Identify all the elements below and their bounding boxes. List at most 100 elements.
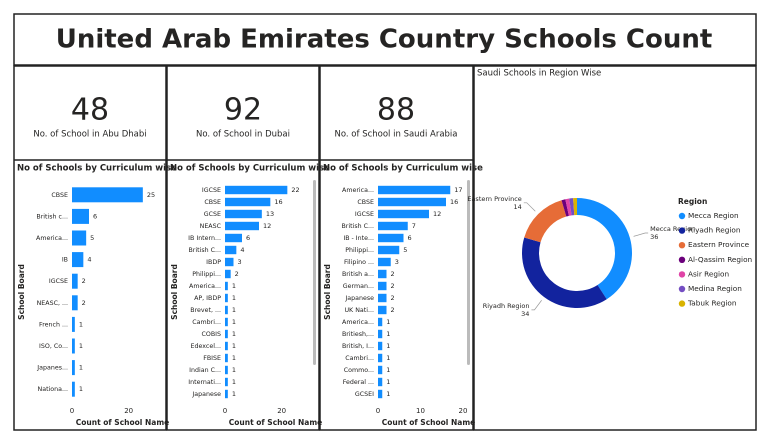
category-label: German... bbox=[343, 283, 374, 290]
category-label: GCSE bbox=[204, 211, 221, 218]
scrollbar[interactable] bbox=[313, 180, 316, 365]
bar bbox=[72, 273, 78, 289]
data-label: 2 bbox=[391, 270, 395, 278]
legend-swatch bbox=[678, 242, 686, 249]
bar bbox=[378, 305, 387, 315]
data-label: 22 bbox=[291, 186, 299, 194]
data-label: 1 bbox=[232, 294, 236, 302]
legend-swatch bbox=[678, 227, 686, 234]
leader-line bbox=[531, 300, 542, 311]
category-label: Britiesh,... bbox=[342, 331, 374, 338]
bar bbox=[225, 341, 228, 351]
data-label: 2 bbox=[235, 270, 239, 278]
data-label: 2 bbox=[391, 282, 395, 290]
data-label: 1 bbox=[232, 342, 236, 350]
category-label: Japanese bbox=[191, 391, 221, 398]
category-label: America... bbox=[342, 187, 374, 194]
data-label: 1 bbox=[79, 342, 83, 350]
data-label: 7 bbox=[412, 222, 416, 230]
kpi-value: 92 bbox=[224, 93, 262, 128]
scrollbar[interactable] bbox=[467, 180, 470, 365]
bar bbox=[225, 377, 228, 387]
category-label: IBDP bbox=[206, 259, 221, 266]
data-label-name: Riyadh Region bbox=[483, 302, 530, 310]
donut-slice bbox=[573, 198, 577, 216]
data-label: 6 bbox=[93, 212, 97, 220]
category-label: IB - Inte... bbox=[343, 235, 374, 242]
donut-slice bbox=[522, 237, 607, 309]
bar bbox=[378, 221, 408, 231]
data-label: 4 bbox=[87, 256, 91, 264]
category-label: French ... bbox=[39, 321, 68, 328]
data-label: 1 bbox=[79, 320, 83, 328]
bar bbox=[378, 329, 383, 339]
bar bbox=[225, 305, 228, 315]
bar bbox=[378, 389, 383, 399]
bar bbox=[72, 187, 143, 203]
data-label: 1 bbox=[232, 390, 236, 398]
x-tick-label: 0 bbox=[376, 407, 380, 415]
bar bbox=[378, 185, 451, 195]
bar bbox=[378, 377, 383, 387]
data-label: 2 bbox=[391, 306, 395, 314]
title-box bbox=[13, 13, 757, 66]
category-label: Philippi... bbox=[345, 247, 374, 254]
chart-title: No of Schools by Curriculum wise bbox=[17, 164, 177, 174]
bar bbox=[225, 185, 288, 195]
legend-swatch bbox=[678, 285, 686, 293]
x-tick-label: 0 bbox=[70, 407, 74, 415]
x-axis-title: Count of School Name bbox=[382, 418, 475, 427]
leader-line bbox=[633, 232, 649, 237]
category-label: AP, IBDP bbox=[194, 295, 221, 302]
category-label: COBIS bbox=[201, 331, 221, 338]
bar bbox=[225, 197, 271, 207]
chart-title: No of Schools by Curriculum wise bbox=[170, 164, 330, 174]
x-tick-label: 0 bbox=[223, 407, 227, 415]
bar bbox=[225, 317, 228, 327]
data-label: 1 bbox=[232, 306, 236, 314]
legend-label: Al-Qassim Region bbox=[688, 255, 752, 264]
data-label: 1 bbox=[232, 354, 236, 362]
category-label: IGCSE bbox=[202, 187, 221, 194]
data-label: 1 bbox=[232, 330, 236, 338]
data-label: 36 bbox=[650, 233, 658, 241]
category-label: CBSE bbox=[204, 199, 221, 206]
category-label: America... bbox=[342, 319, 374, 326]
panel bbox=[166, 65, 320, 431]
bar bbox=[225, 293, 228, 303]
bar bbox=[72, 338, 75, 354]
data-label: 2 bbox=[82, 299, 86, 307]
donut-slice bbox=[524, 200, 567, 243]
data-label: 2 bbox=[391, 294, 395, 302]
chart-title: No of Schools by Curriculum wise bbox=[323, 164, 483, 174]
legend-swatch bbox=[678, 271, 686, 278]
category-label: FBISE bbox=[203, 355, 221, 362]
bar bbox=[225, 269, 231, 279]
legend-label: Riyadh Region bbox=[688, 226, 740, 235]
category-label: Japanese bbox=[344, 295, 374, 302]
donut-slice bbox=[569, 198, 575, 216]
legend-swatch bbox=[678, 212, 686, 220]
x-axis-title: Count of School Name bbox=[229, 418, 322, 427]
category-label: ISO, Co... bbox=[39, 343, 68, 350]
data-label: 5 bbox=[90, 234, 94, 242]
data-label: 5 bbox=[403, 246, 407, 254]
bar bbox=[225, 233, 242, 243]
bar bbox=[225, 281, 228, 291]
category-label: Nationa... bbox=[38, 386, 69, 393]
chart-title: Saudi Schools in Region Wise bbox=[477, 69, 601, 79]
legend-label: Asir Region bbox=[688, 269, 729, 278]
data-label: 14 bbox=[514, 203, 522, 211]
category-label: America... bbox=[36, 235, 68, 242]
bar bbox=[225, 257, 234, 267]
bar bbox=[225, 329, 228, 339]
category-label: British c... bbox=[36, 213, 68, 220]
category-label: British a... bbox=[342, 271, 374, 278]
bar bbox=[378, 245, 400, 255]
category-label: Internati... bbox=[188, 379, 221, 386]
x-tick-label: 20 bbox=[277, 407, 286, 415]
bar bbox=[225, 221, 259, 231]
data-label: 16 bbox=[274, 198, 282, 206]
category-label: CBSE bbox=[357, 199, 374, 206]
